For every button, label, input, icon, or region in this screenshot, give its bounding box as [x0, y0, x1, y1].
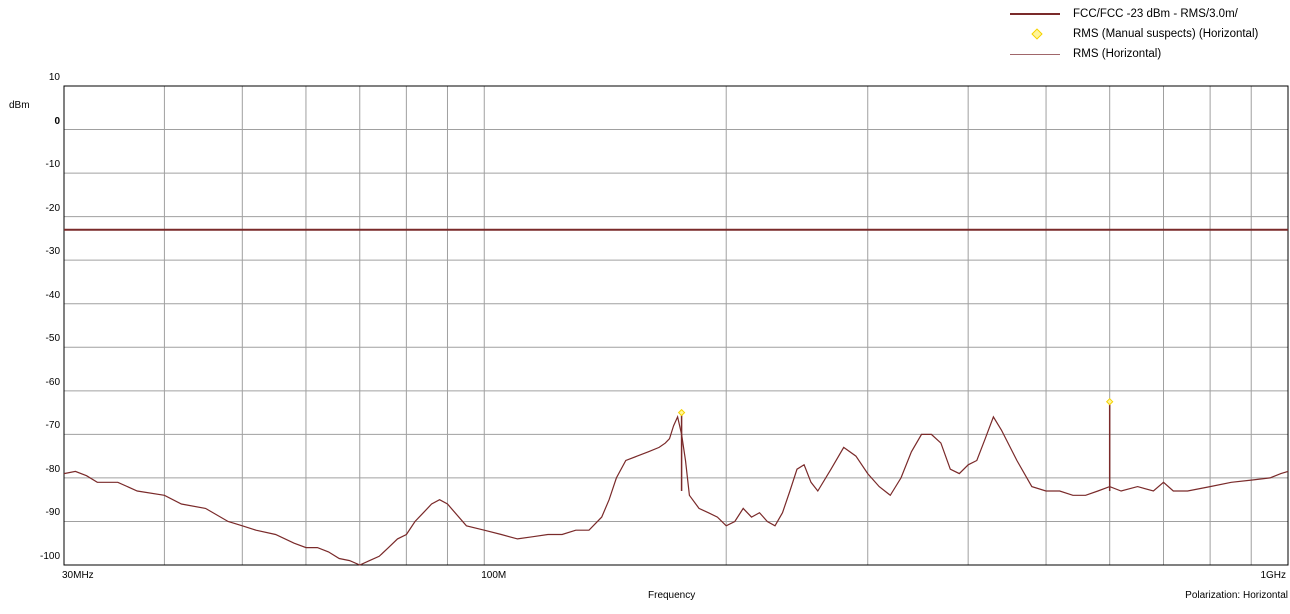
y-unit-label: dBm [9, 100, 30, 111]
plot-frame [63, 85, 1289, 566]
y-tick-label: -100 [39, 551, 60, 562]
x-tick-label: 100M [481, 570, 507, 581]
x-axis-label: Frequency [648, 590, 696, 601]
y-tick-label: -20 [45, 202, 60, 214]
legend-suspects-label: RMS (Manual suspects) (Horizontal) [1073, 28, 1259, 40]
y-tick-label: -90 [45, 507, 60, 519]
manual-suspect-markers [677, 397, 1114, 491]
y-tick-label: 0 [54, 115, 60, 127]
legend-rms-swatch [1010, 54, 1060, 55]
legend-limit-swatch [1010, 13, 1060, 15]
legend-limit-label: FCC/FCC -23 dBm - RMS/3.0m/ [1073, 8, 1238, 20]
y-tick-label: 10 [48, 72, 60, 83]
suspect-marker [677, 408, 686, 417]
x-tick-label: 1GHz [1260, 570, 1286, 581]
y-tick-label: -10 [45, 159, 60, 171]
x-tick-label: 30MHz [62, 570, 94, 581]
plot-grid [64, 85, 1288, 566]
y-tick-label: -80 [45, 463, 60, 475]
legend-diamond-icon [1031, 28, 1043, 40]
chart-legend: FCC/FCC -23 dBm - RMS/3.0m/ RMS (Manual … [1000, 4, 1290, 64]
legend-item-limit: FCC/FCC -23 dBm - RMS/3.0m/ [1000, 4, 1290, 24]
legend-rms-label: RMS (Horizontal) [1073, 48, 1162, 60]
y-tick-label: -70 [45, 420, 60, 432]
rms-horizontal-trace [63, 415, 1289, 566]
legend-item-suspects: RMS (Manual suspects) (Horizontal) [1000, 24, 1290, 44]
y-tick-label: -60 [45, 376, 60, 388]
y-tick-label: -50 [45, 333, 60, 345]
y-tick-label: -40 [45, 289, 60, 301]
y-tick-label: -30 [45, 246, 60, 258]
polarization-label: Polarization: Horizontal [1185, 590, 1288, 601]
suspect-marker [1105, 397, 1114, 406]
legend-item-rms: RMS (Horizontal) [1000, 44, 1290, 64]
